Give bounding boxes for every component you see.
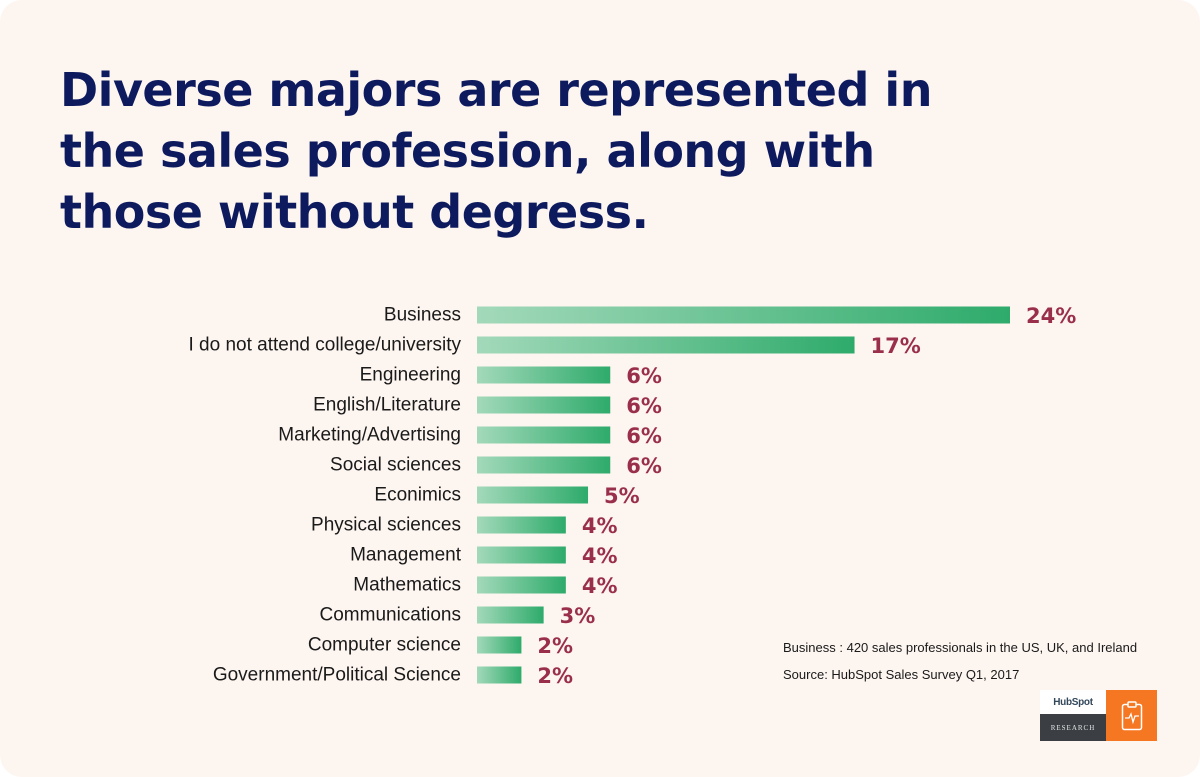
bar — [477, 546, 566, 564]
bar — [477, 666, 522, 684]
category-label: Social sciences — [330, 455, 461, 476]
value-label: 24% — [1026, 304, 1076, 328]
category-label: Communications — [320, 605, 462, 626]
bar — [477, 336, 855, 354]
value-label: 6% — [626, 364, 662, 388]
bar — [477, 306, 1010, 324]
category-label: Econimics — [374, 485, 461, 506]
value-label: 6% — [626, 424, 662, 448]
research-label: RESEARCH — [1040, 714, 1106, 741]
clipboard-chart-icon — [1106, 690, 1157, 741]
bar — [477, 606, 544, 624]
logo-wordmark: HubSpot RESEARCH — [1040, 690, 1106, 741]
category-label: Engineering — [360, 365, 461, 386]
category-label: I do not attend college/university — [188, 335, 461, 356]
category-label: Computer science — [308, 635, 461, 656]
category-label: Marketing/Advertising — [278, 425, 461, 446]
bar — [477, 516, 566, 534]
bar — [477, 636, 522, 654]
category-label: Government/Political Science — [213, 665, 461, 686]
value-label: 5% — [604, 484, 640, 508]
value-label: 3% — [560, 604, 596, 628]
value-label: 4% — [582, 544, 618, 568]
bar — [477, 456, 611, 474]
value-label: 2% — [537, 634, 573, 658]
category-label: English/Literature — [313, 395, 461, 416]
source-note: Source: HubSpot Sales Survey Q1, 2017 — [783, 667, 1020, 682]
value-label: 6% — [626, 454, 662, 478]
chart-title: Diverse majors are represented in the sa… — [60, 63, 932, 239]
hubspot-research-logo: HubSpot RESEARCH — [1040, 690, 1157, 741]
bars-group: Business 24% I do not attend college/unive… — [188, 304, 1076, 688]
value-label: 4% — [582, 574, 618, 598]
sample-note: Business : 420 sales professionals in th… — [783, 640, 1138, 655]
bar — [477, 426, 611, 444]
bar — [477, 576, 566, 594]
hubspot-wordmark: HubSpot — [1040, 690, 1106, 714]
category-label: Mathematics — [353, 575, 461, 596]
bar — [477, 486, 589, 504]
bar — [477, 396, 611, 414]
category-label: Management — [350, 545, 462, 566]
value-label: 17% — [871, 334, 921, 358]
category-label: Business — [384, 305, 461, 326]
value-label: 6% — [626, 394, 662, 418]
value-label: 2% — [537, 664, 573, 688]
value-label: 4% — [582, 514, 618, 538]
bar — [477, 366, 611, 384]
category-label: Physical sciences — [311, 515, 461, 536]
